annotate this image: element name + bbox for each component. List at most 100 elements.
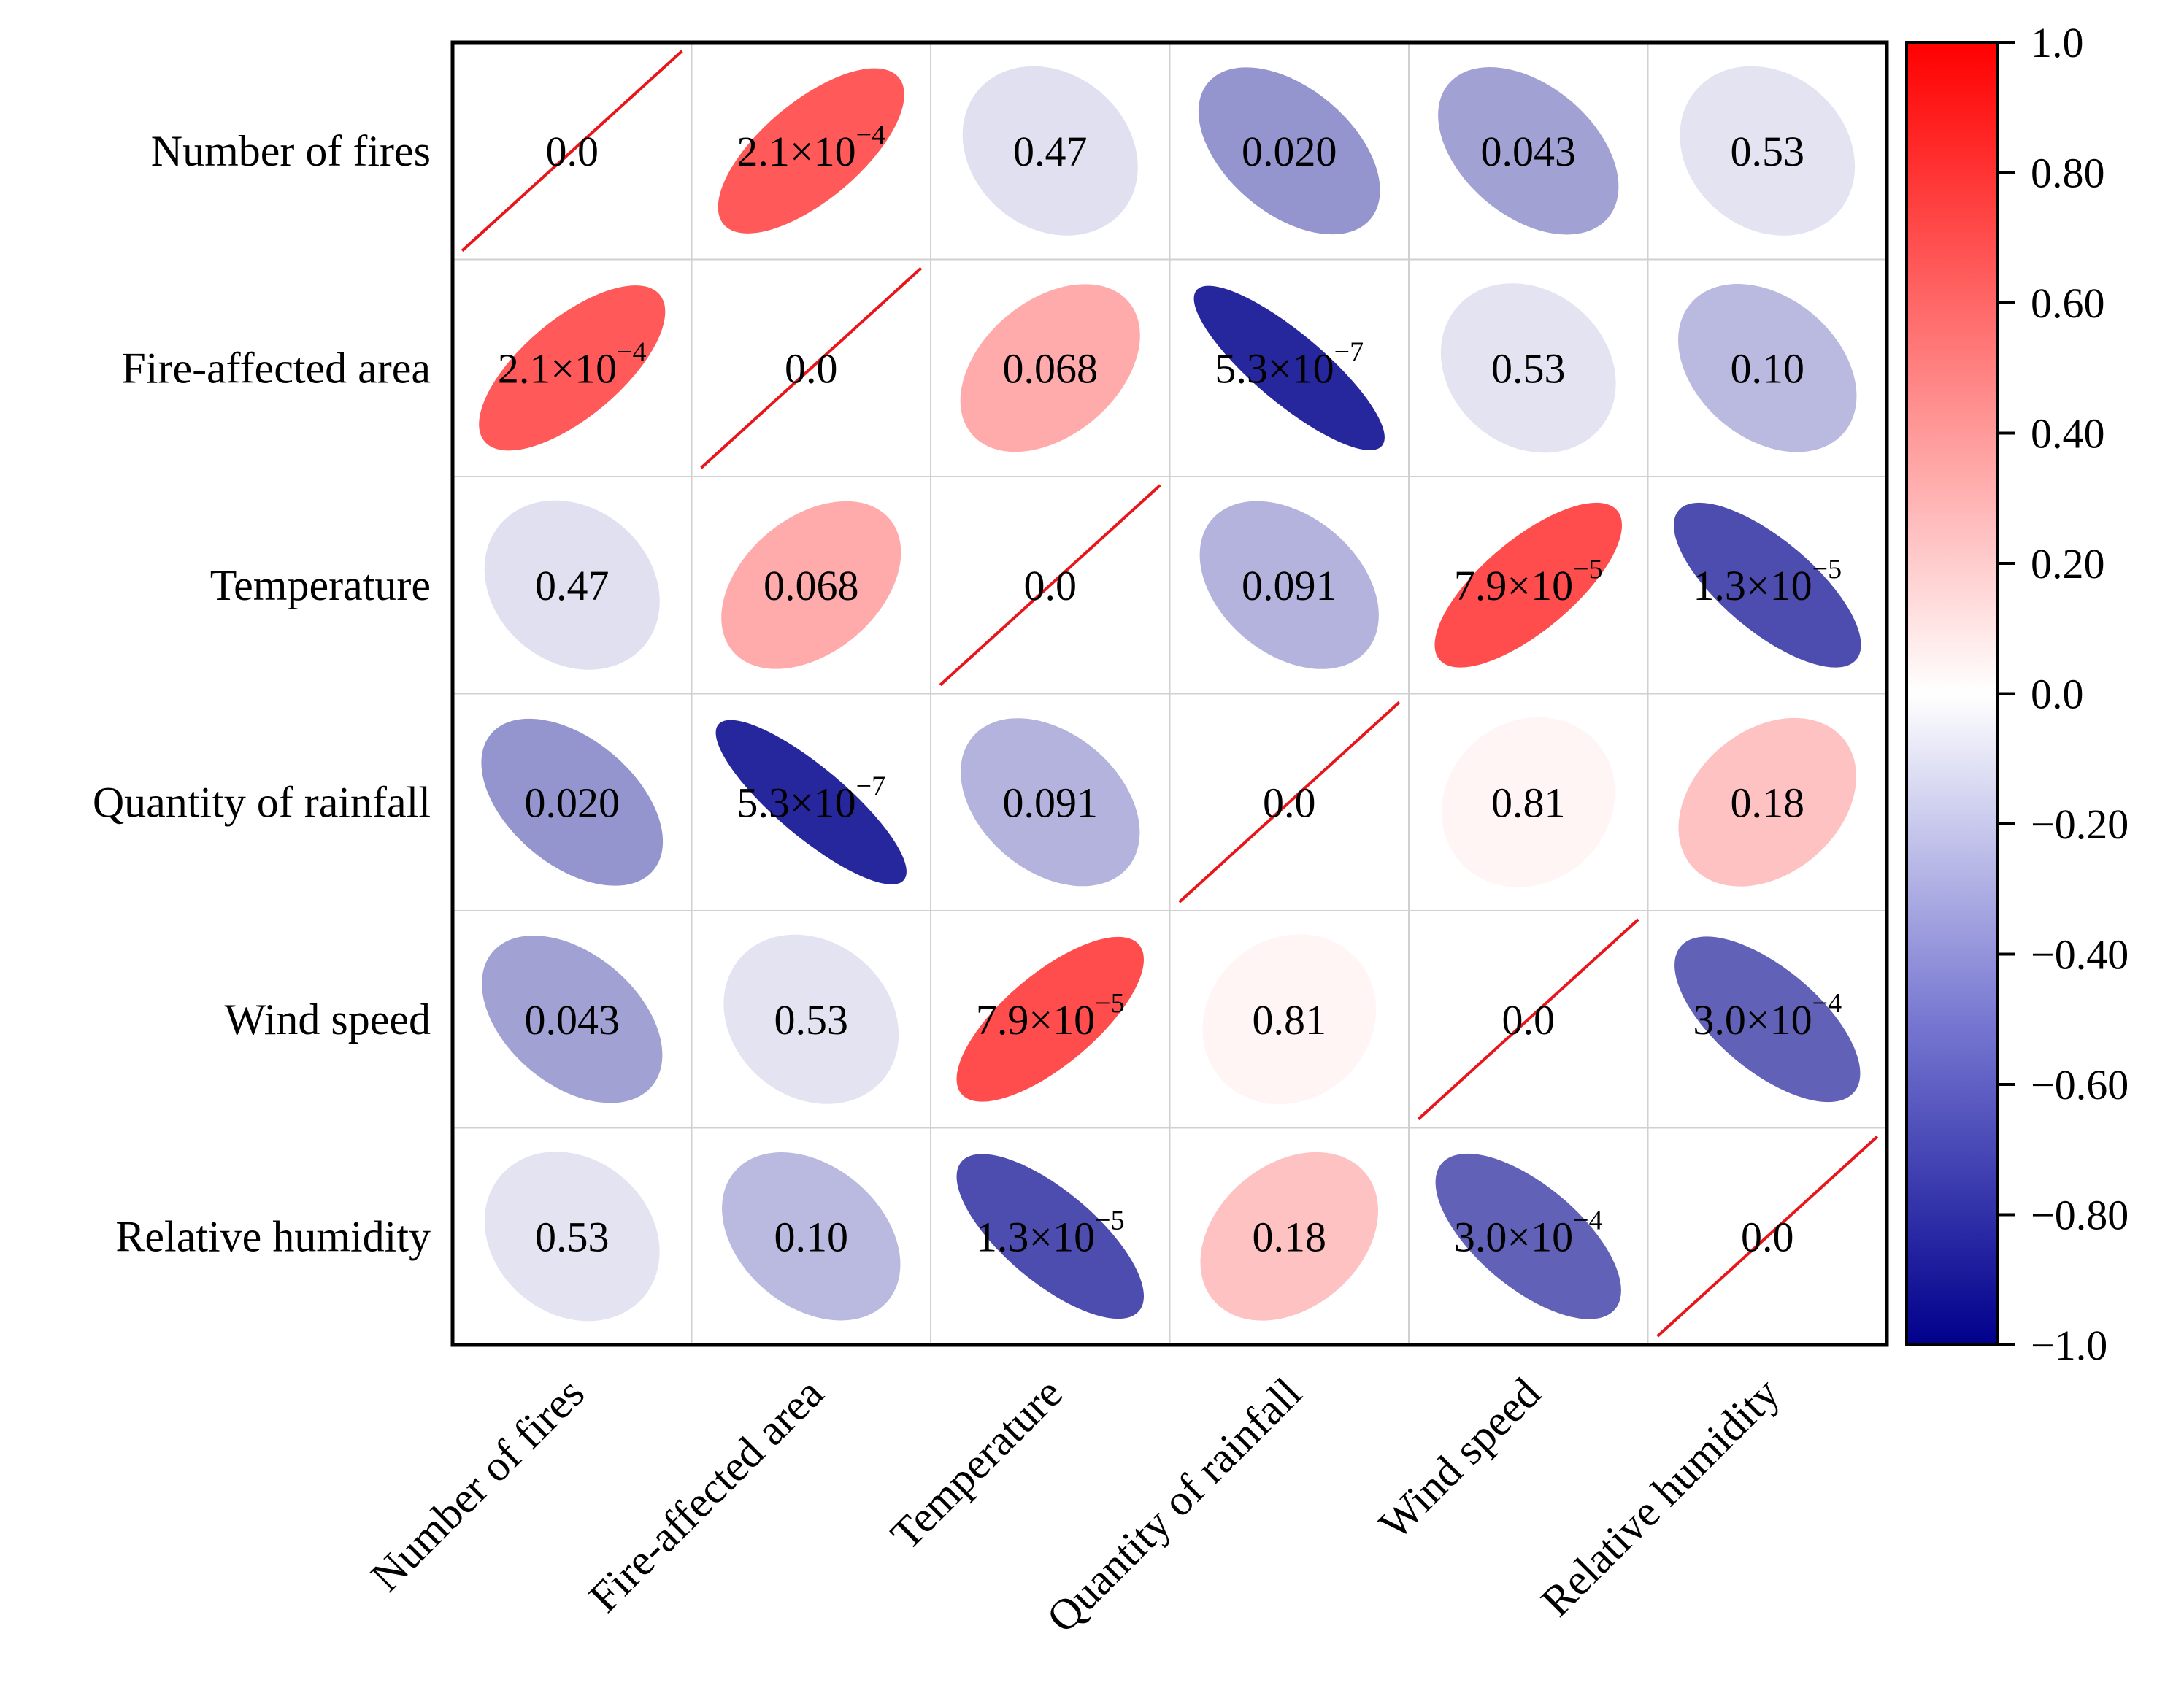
p-value-base: 1.3×10 (1693, 562, 1812, 609)
p-value-label: 0.0 (1741, 1213, 1794, 1260)
cell-1-3: 5.3×10−7 (1193, 285, 1385, 450)
cell-1-4: 0.53 (1440, 283, 1616, 453)
colorbar-tick-label: 0.0 (2031, 671, 2084, 718)
colorbar-tick-label: −1.0 (2031, 1322, 2107, 1369)
p-value-label: 0.068 (764, 562, 859, 609)
matrix-frame (450, 40, 1889, 1347)
p-value-label: 0.81 (1253, 996, 1327, 1044)
colorbar-tick-label: 0.40 (2031, 410, 2105, 458)
cell-0-1: 2.1×10−4 (718, 68, 904, 234)
p-value-label: 0.10 (1731, 344, 1805, 392)
p-value-label: 0.091 (1242, 562, 1337, 609)
cell-0-0: 0.0 (461, 50, 683, 252)
row-label: Quantity of rainfall (93, 778, 431, 826)
cell-4-1: 0.53 (723, 934, 899, 1104)
correlation-ellipse (723, 934, 899, 1104)
p-value-base: 0.0 (1741, 1213, 1794, 1260)
correlation-ellipse (718, 68, 904, 234)
correlation-ellipse (1193, 285, 1385, 450)
cell-2-0: 0.47 (484, 500, 660, 670)
p-value-base: 0.0 (546, 128, 599, 175)
column-label: Number of fires (361, 1369, 593, 1601)
diagonal-line (939, 484, 1161, 687)
p-value-base: 0.81 (1253, 996, 1327, 1044)
p-value-exponent: −4 (1812, 988, 1842, 1019)
row-labels: Number of fires Fire-affected area Tempera… (93, 127, 431, 1261)
p-value-exponent: −4 (1573, 1205, 1602, 1235)
p-value-base: 2.1×10 (498, 344, 617, 392)
correlation-ellipse (1440, 283, 1616, 453)
correlation-ellipse (721, 501, 901, 669)
correlation-ellipse (1678, 284, 1857, 452)
p-value-label: 0.020 (1242, 128, 1337, 175)
cell-5-3: 0.18 (1200, 1152, 1379, 1321)
cell-3-5: 0.18 (1678, 717, 1857, 887)
correlation-ellipse (1435, 1153, 1621, 1319)
p-value-label: 0.0 (785, 344, 838, 392)
correlation-ellipse (1678, 717, 1857, 887)
correlation-ellipse (1680, 66, 1856, 236)
correlation-ellipse (722, 1152, 901, 1321)
p-value-base: 0.53 (1491, 344, 1566, 392)
p-value-label: 0.18 (1253, 1213, 1327, 1260)
p-value-label: 0.47 (535, 562, 610, 609)
cell-5-4: 3.0×10−4 (1435, 1153, 1621, 1319)
diagonal-line (461, 50, 683, 252)
p-value-label: 2.1×10−4 (737, 120, 885, 175)
correlation-ellipse (1674, 936, 1861, 1103)
correlation-ellipse (956, 1154, 1144, 1319)
column-label: Quantity of rainfall (1037, 1369, 1310, 1642)
cell-2-5: 1.3×10−5 (1674, 502, 1861, 668)
column-label: Fire-affected area (580, 1369, 832, 1622)
p-value-label: 1.3×10−5 (1693, 554, 1842, 609)
p-value-base: 0.091 (1242, 562, 1337, 609)
p-value-label: 5.3×10−7 (1215, 336, 1364, 392)
colorbar-tick-label: −0.20 (2031, 801, 2129, 848)
cell-5-5: 0.0 (1656, 1135, 1879, 1338)
p-value-label: 0.0 (1502, 996, 1556, 1044)
p-value-base: 0.0 (1263, 779, 1316, 826)
correlation-ellipse (715, 720, 907, 884)
colorbar-tick-label: 0.80 (2031, 150, 2105, 197)
p-value-base: 0.043 (525, 996, 620, 1044)
p-value-base: 0.068 (1003, 344, 1099, 392)
cell-5-2: 1.3×10−5 (956, 1154, 1144, 1319)
cell-1-0: 2.1×10−4 (479, 285, 666, 451)
p-value-label: 0.0 (1024, 562, 1077, 609)
cell-3-4: 0.81 (1441, 717, 1615, 887)
p-value-label: 7.9×10−5 (976, 988, 1125, 1044)
p-value-base: 0.18 (1731, 779, 1805, 826)
p-value-label: 5.3×10−7 (737, 771, 885, 826)
colorbar-tick-label: 0.60 (2031, 279, 2105, 327)
cell-3-1: 5.3×10−7 (715, 720, 907, 884)
p-value-label: 0.81 (1491, 779, 1566, 826)
cell-5-1: 0.10 (722, 1152, 901, 1321)
row-label: Temperature (210, 561, 431, 609)
p-value-base: 0.10 (774, 1213, 849, 1260)
cell-1-1: 0.0 (700, 266, 923, 469)
cell-5-0: 0.53 (484, 1152, 660, 1322)
p-value-label: 0.068 (1003, 344, 1099, 392)
correlation-ellipse (956, 936, 1144, 1102)
p-value-base: 0.53 (535, 1213, 610, 1260)
cell-0-2: 0.47 (962, 66, 1138, 236)
p-value-base: 3.0×10 (1454, 1213, 1573, 1260)
correlation-ellipse (1441, 717, 1615, 887)
cell-0-4: 0.043 (1438, 67, 1619, 235)
p-value-exponent: −4 (617, 336, 646, 367)
p-value-base: 2.1×10 (737, 128, 855, 175)
diagonal-line (700, 266, 923, 469)
colorbar-tick-label: −0.60 (2031, 1061, 2129, 1109)
cell-4-4: 0.0 (1417, 918, 1639, 1121)
p-value-base: 0.0 (785, 344, 838, 392)
p-value-label: 0.10 (774, 1213, 849, 1260)
p-value-base: 1.3×10 (976, 1213, 1095, 1260)
p-value-label: 0.0 (1263, 779, 1316, 826)
colorbar: 1.0 0.80 0.60 0.40 0.20 0.0 −0.20 −0.40 −0.60 −0.… (1905, 19, 2129, 1369)
cell-1-2: 0.068 (960, 284, 1140, 452)
p-value-base: 0.47 (535, 562, 610, 609)
diagonal-line (1656, 1135, 1879, 1338)
correlation-ellipse (1199, 501, 1379, 669)
